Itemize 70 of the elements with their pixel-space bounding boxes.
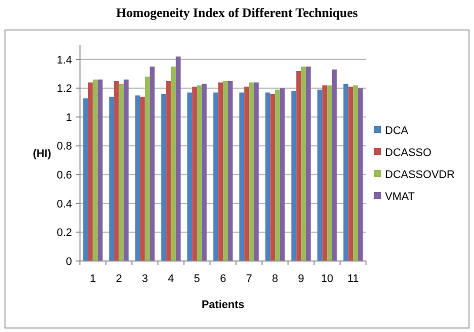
y-tick-label: 0 bbox=[66, 256, 72, 268]
x-tick-label: 4 bbox=[168, 273, 174, 285]
x-tick-label: 11 bbox=[347, 273, 359, 285]
bar bbox=[88, 82, 93, 261]
x-tick-label: 6 bbox=[220, 273, 226, 285]
bar bbox=[170, 66, 176, 261]
bar bbox=[223, 81, 228, 261]
bar bbox=[322, 85, 328, 261]
bar bbox=[353, 85, 358, 261]
bar bbox=[98, 80, 103, 261]
bar bbox=[358, 88, 363, 261]
legend-label: DCASSO bbox=[385, 146, 432, 159]
bar bbox=[196, 85, 202, 261]
bar bbox=[92, 80, 98, 261]
bar bbox=[327, 85, 332, 261]
bar bbox=[348, 86, 354, 261]
bar bbox=[301, 66, 306, 261]
bar bbox=[275, 90, 280, 261]
x-tick-label: 5 bbox=[194, 273, 200, 285]
bar bbox=[109, 96, 114, 261]
y-tick-label: 1 bbox=[66, 112, 72, 124]
bar bbox=[83, 98, 88, 261]
chart-title: Homogeneity Index of Different Techniques bbox=[116, 5, 358, 20]
bar bbox=[144, 76, 150, 261]
x-tick-label: 2 bbox=[116, 273, 122, 285]
bar bbox=[218, 82, 223, 261]
y-tick-label: 0.6 bbox=[56, 169, 72, 182]
bar bbox=[244, 86, 250, 261]
bar bbox=[239, 92, 244, 261]
bar bbox=[291, 91, 296, 261]
bar bbox=[202, 84, 207, 261]
bar bbox=[114, 81, 119, 261]
x-tick-label: 9 bbox=[298, 273, 304, 285]
bar bbox=[118, 84, 124, 261]
bar bbox=[343, 84, 348, 261]
bar bbox=[270, 94, 276, 261]
bar bbox=[317, 90, 322, 261]
y-tick-label: 1.4 bbox=[56, 54, 72, 66]
bar bbox=[150, 66, 155, 261]
bar bbox=[124, 80, 129, 261]
x-tick-label: 3 bbox=[142, 273, 148, 285]
legend-label: DCA bbox=[385, 124, 409, 137]
y-tick-label: 0.4 bbox=[56, 198, 72, 210]
bar bbox=[249, 82, 254, 261]
bar bbox=[296, 70, 302, 261]
y-axis-title: (HI) bbox=[32, 148, 52, 160]
bar bbox=[187, 92, 192, 261]
bar bbox=[135, 95, 140, 261]
bar bbox=[228, 81, 233, 261]
bar bbox=[306, 66, 311, 261]
x-tick-label: 8 bbox=[272, 273, 278, 285]
x-tick-label: 10 bbox=[320, 273, 334, 285]
y-tick-label: 0.8 bbox=[56, 140, 72, 153]
legend-label: VMAT bbox=[385, 190, 416, 203]
x-tick-label: 7 bbox=[246, 273, 252, 285]
y-tick-label: 1.2 bbox=[56, 83, 72, 96]
x-tick-label: 1 bbox=[90, 273, 96, 285]
bar bbox=[192, 86, 197, 261]
y-tick-label: 0.2 bbox=[56, 227, 72, 240]
bar bbox=[140, 96, 145, 261]
bar bbox=[280, 88, 285, 261]
x-axis-title: Patients bbox=[202, 299, 244, 311]
bar bbox=[161, 94, 166, 261]
bar bbox=[265, 92, 270, 261]
bar bbox=[254, 82, 259, 261]
bar bbox=[166, 81, 171, 261]
bar bbox=[332, 69, 337, 261]
legend-label: DCASSOVDR bbox=[385, 168, 455, 181]
bar bbox=[176, 56, 181, 261]
bar bbox=[213, 92, 218, 261]
